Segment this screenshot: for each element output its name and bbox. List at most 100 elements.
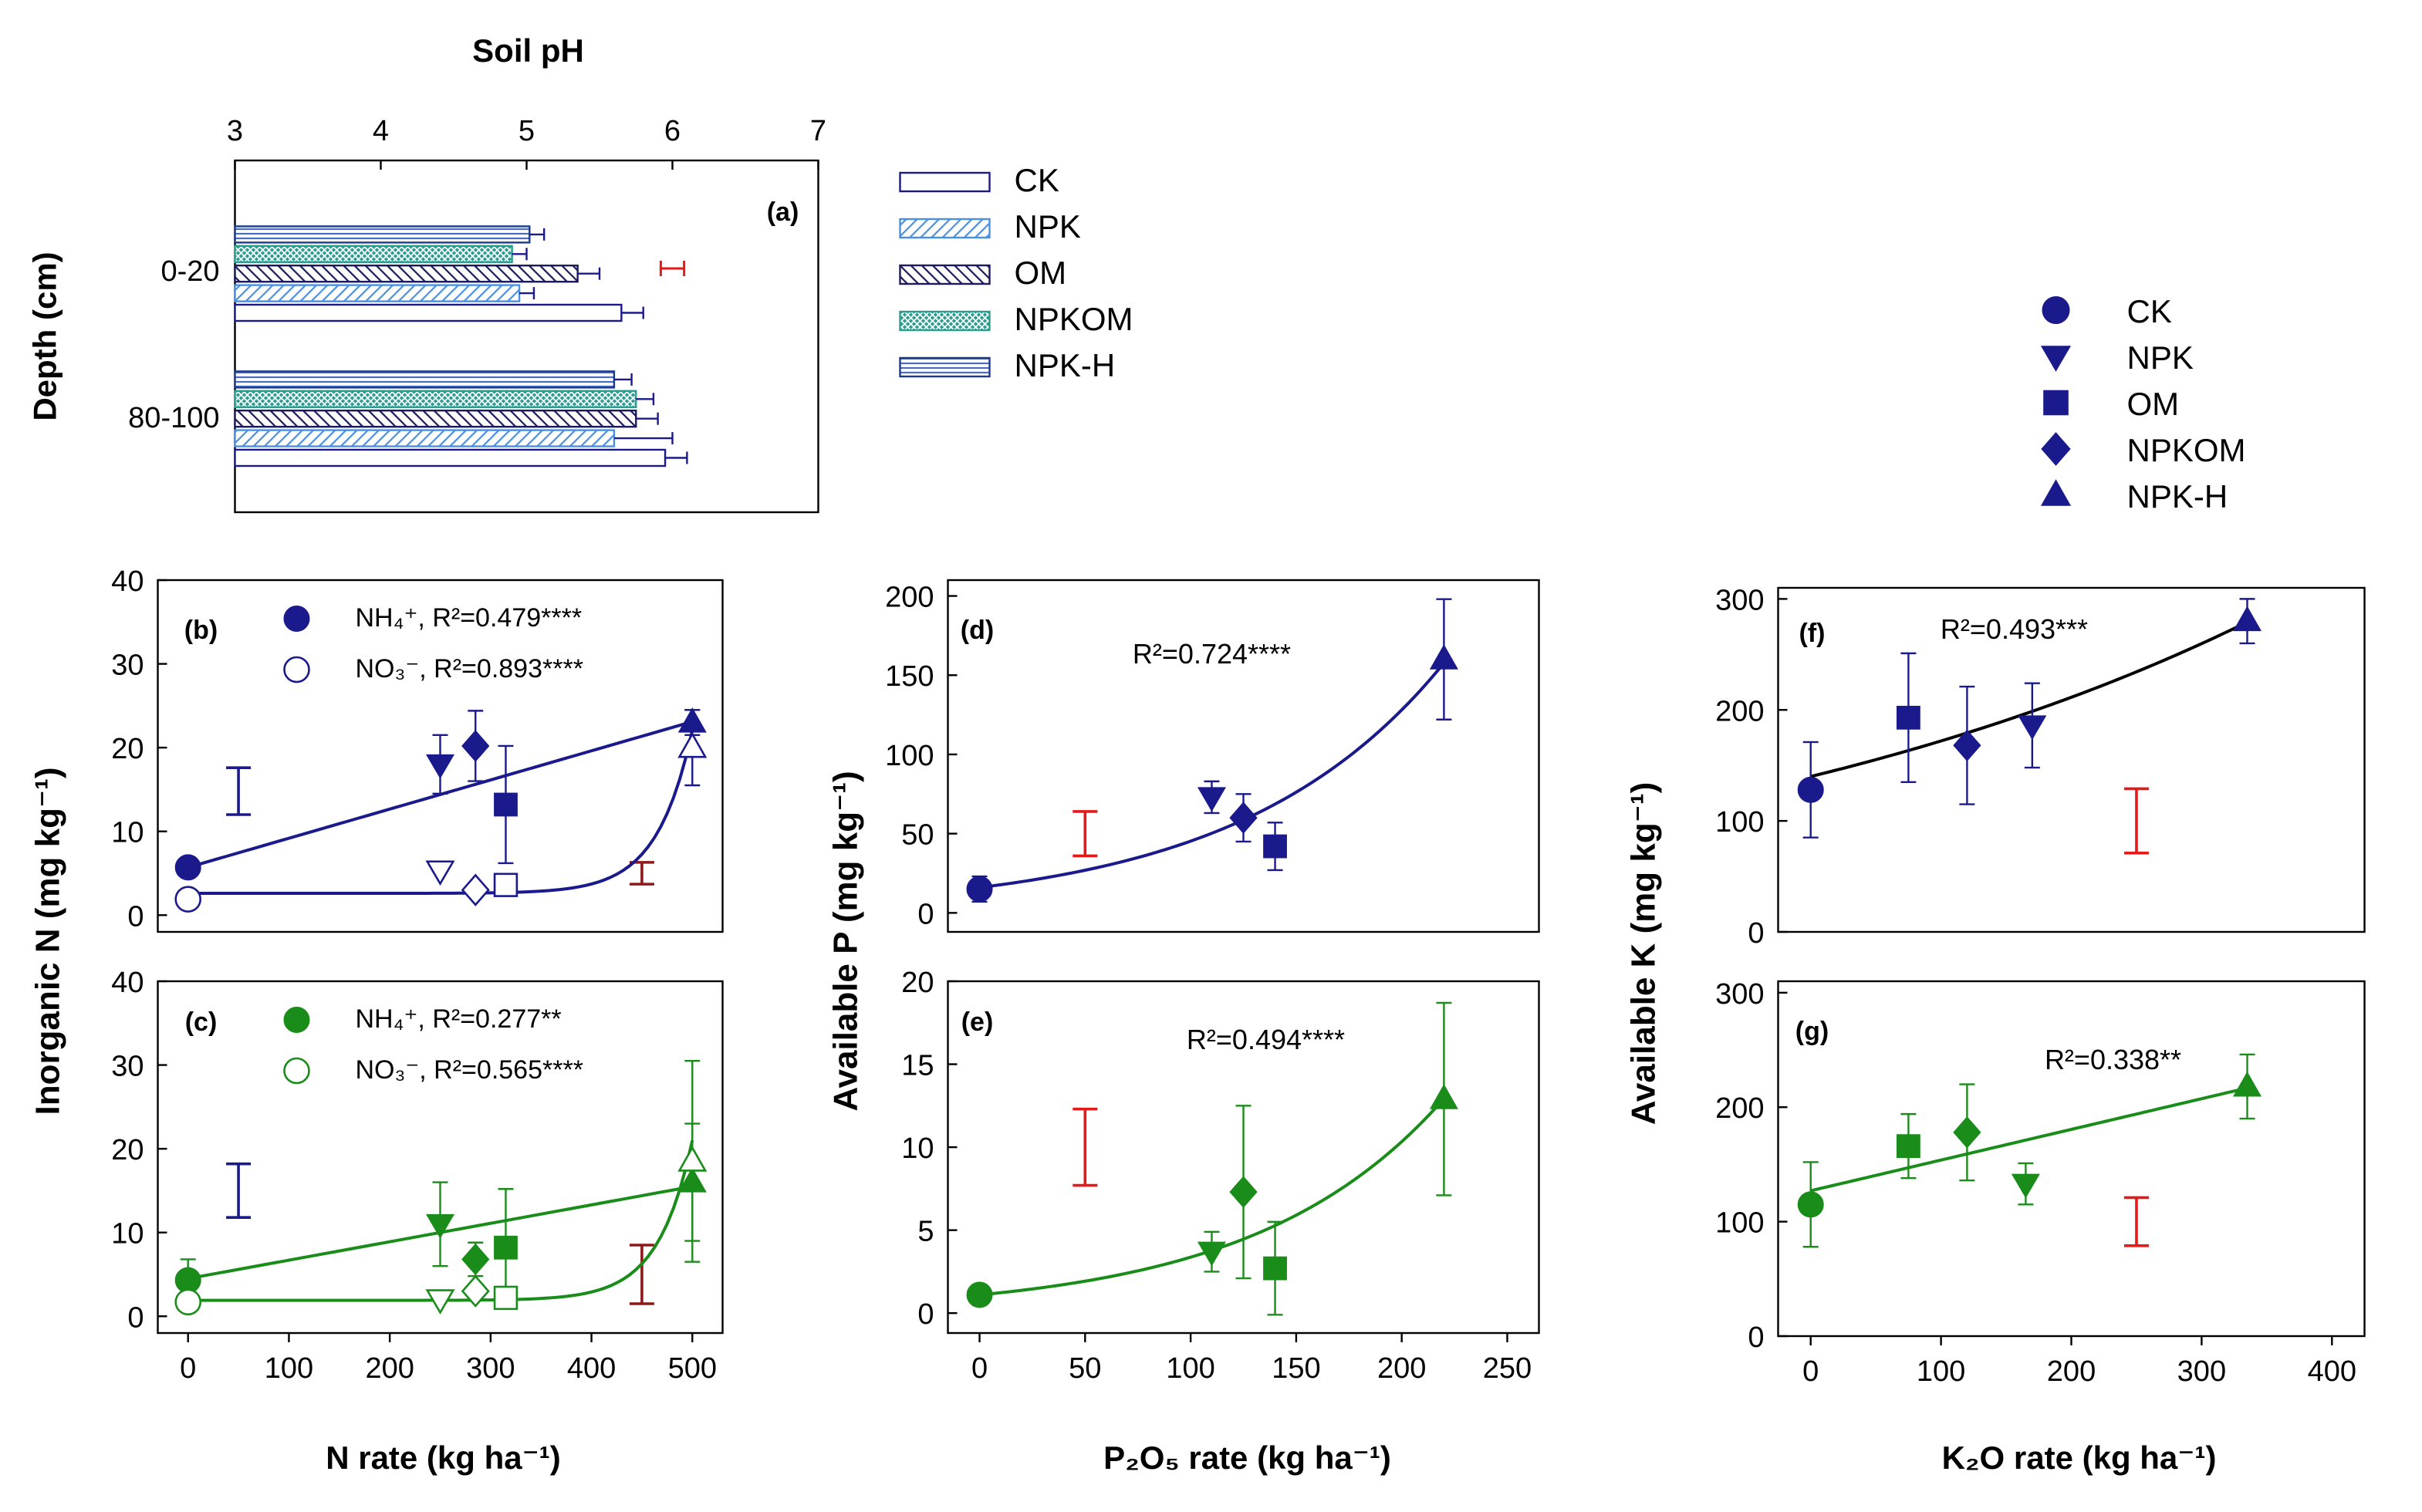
x-tick-label: 400 — [567, 1352, 616, 1385]
legend-no3-marker — [283, 656, 310, 683]
y-tick-label: 40 — [111, 967, 144, 999]
bar-npk-80-100 — [234, 429, 616, 447]
x-tick-label: 300 — [2177, 1355, 2226, 1388]
panel-f: (f) R²=0.493*** 0 100 200 300 — [1715, 584, 2366, 950]
panel-a-x-ticks: 3 4 5 6 7 — [227, 115, 826, 170]
y-tick-label: 15 — [901, 1050, 934, 1082]
legend-nh4-marker — [283, 606, 310, 632]
point-point-ck — [966, 1281, 993, 1308]
point-point-om — [1896, 705, 1920, 730]
point-no3-npkom — [461, 873, 490, 906]
legend-swatch-npkom — [899, 310, 991, 332]
point-point-ck — [966, 876, 993, 903]
panel-g: (g) R²=0.338** K₂O rate (kg ha⁻¹) 0 100 20… — [1715, 978, 2366, 1476]
point-no3-npk — [425, 860, 455, 886]
fit-d — [979, 662, 1445, 889]
legend-marker-npkom — [2041, 432, 2071, 466]
x-tick-label: 200 — [2047, 1355, 2096, 1388]
point-point-npkom — [1953, 729, 1981, 762]
panel-f-label: (f) — [1799, 619, 1826, 648]
point-point-npk — [2011, 1173, 2040, 1199]
panel-c-no3-legend: NO₃⁻, R²=0.565**** — [356, 1055, 583, 1085]
point-point-npk — [1197, 1241, 1227, 1267]
x-tick-label: 100 — [1917, 1355, 1965, 1388]
point-point-ck — [1797, 1191, 1824, 1218]
panel-d-frame — [947, 579, 1540, 933]
y-tick-label: 0 — [1748, 1321, 1764, 1354]
point-point-om — [1263, 834, 1287, 859]
x-tick-label: 50 — [1069, 1352, 1101, 1385]
fit-f — [1810, 620, 2248, 778]
point-no3-npkom — [461, 1274, 490, 1308]
point-point-npkom — [1229, 802, 1258, 834]
legend-text-om: OM — [2127, 386, 2180, 422]
point-nh4-npk — [425, 1213, 455, 1239]
depth-label-0-20: 0-20 — [160, 255, 219, 288]
y-tick-label: 5 — [917, 1216, 934, 1248]
x-tick-label: 250 — [1483, 1352, 1532, 1385]
y-tick-label: 0 — [1748, 917, 1764, 950]
bar-om-0-20 — [234, 265, 579, 283]
legend-label-npk: NPK — [1015, 208, 1081, 245]
panel-b: (b) NH₄⁺, R²=0.479**** NO₃⁻, R²=0.893***… — [111, 565, 724, 933]
legend-marker-ck — [2042, 296, 2070, 324]
depth-label-80-100: 80-100 — [128, 402, 219, 434]
legend-swatch-npk — [899, 218, 991, 239]
point-nh4-om — [494, 792, 518, 817]
point-nh4-npkom — [461, 1243, 490, 1276]
legend-text-ck: CK — [2127, 293, 2172, 329]
fit-g — [1810, 1086, 2248, 1193]
y-tick-label: 100 — [1715, 1207, 1764, 1240]
x-tick-label: 200 — [365, 1352, 414, 1385]
panel-b-frame — [157, 579, 724, 933]
panel-f-frame — [1777, 586, 2366, 933]
panel-a-title: Soil pH — [472, 32, 584, 69]
y-tick-label: 300 — [1715, 978, 1764, 1011]
legend-marker-npk-h — [2040, 479, 2072, 506]
y-tick-label: 0 — [917, 1298, 934, 1331]
bar-npkom-80-100 — [234, 390, 637, 408]
y-tick-label: 30 — [111, 1051, 144, 1083]
legend-nh4-marker — [283, 1007, 310, 1033]
y-tick-label: 20 — [901, 967, 934, 999]
legend-label-npk-h: NPK-H — [1015, 347, 1116, 383]
point-point-ck — [1797, 776, 1824, 803]
fit-b-no3 — [187, 730, 694, 896]
y-tick-label: 200 — [1715, 695, 1764, 727]
panel-c-xlabel: N rate (kg ha⁻¹) — [326, 1439, 561, 1476]
bar-ck-0-20 — [234, 303, 623, 322]
panel-e-label: (e) — [961, 1007, 994, 1037]
bar-npkom-0-20 — [234, 245, 513, 263]
legend-text-npk-h: NPK-H — [2127, 478, 2228, 515]
point-point-npk — [1197, 787, 1227, 812]
panel-g-label: (g) — [1795, 1017, 1829, 1046]
panel-d-r2: R²=0.724**** — [1133, 638, 1291, 670]
panel-c-nh4-legend: NH₄⁺, R²=0.277** — [356, 1004, 562, 1034]
x-tick-label: 100 — [1166, 1352, 1214, 1385]
y-tick-label: 0 — [127, 1301, 144, 1334]
point-point-npk-h — [2232, 1071, 2262, 1097]
bar-npk-h-0-20 — [234, 225, 531, 244]
y-tick-label: 10 — [111, 1218, 144, 1250]
point-point-npk — [2018, 715, 2047, 741]
inorganic-n-ylabel: Inorganic N (mg kg⁻¹) — [29, 768, 67, 1115]
panel-a-tick-label: 4 — [373, 115, 389, 147]
y-tick-label: 300 — [1715, 584, 1764, 616]
panel-a-tick-label: 5 — [519, 115, 535, 147]
y-tick-label: 100 — [885, 740, 934, 772]
bar-npk-0-20 — [234, 284, 521, 302]
bar-om-80-100 — [234, 410, 637, 428]
x-tick-label: 500 — [668, 1352, 717, 1385]
panel-c-label: (c) — [185, 1007, 218, 1037]
point-no3-ck — [174, 1288, 202, 1316]
panel-c: (c) NH₄⁺, R²=0.277** NO₃⁻, R²=0.565**** … — [111, 967, 724, 1476]
available-k-ylabel: Available K (mg kg⁻¹) — [1625, 782, 1663, 1126]
panel-g-frame — [1777, 980, 2366, 1338]
panel-g-xlabel: K₂O rate (kg ha⁻¹) — [1942, 1439, 2217, 1476]
legend-swatch-om — [899, 264, 991, 285]
bar-npk-h-80-100 — [234, 370, 616, 389]
legend-text-npkom: NPKOM — [2127, 432, 2246, 468]
x-tick-label: 400 — [2308, 1355, 2356, 1388]
